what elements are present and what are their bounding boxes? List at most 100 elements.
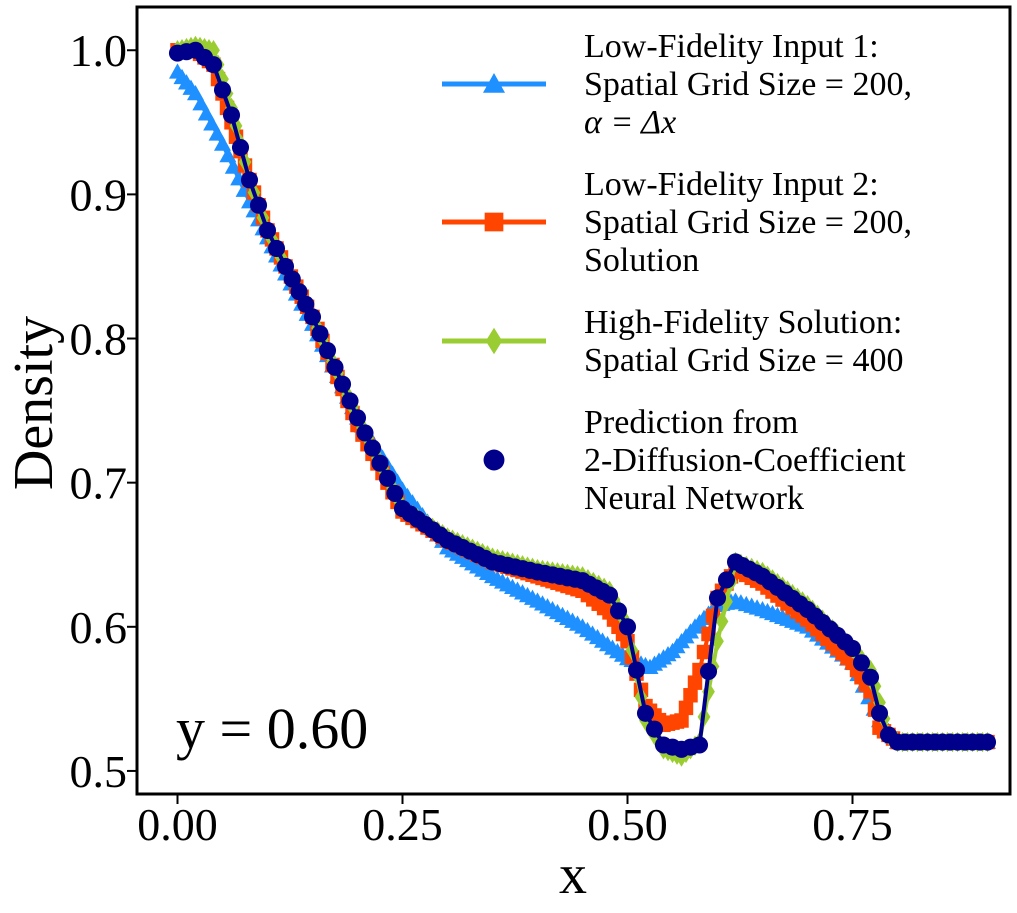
- data-point: [219, 146, 237, 163]
- data-point: [290, 283, 308, 301]
- legend-label: 2-Diffusion-Coefficient: [584, 442, 906, 479]
- x-tick-label: 0.75: [812, 799, 893, 850]
- data-point: [231, 138, 250, 157]
- data-point: [873, 692, 886, 713]
- legend-marker: [483, 73, 505, 93]
- data-point: [303, 308, 322, 326]
- data-point: [861, 668, 880, 686]
- legend-marker: [483, 449, 505, 471]
- data-point: [868, 676, 882, 697]
- data-point: [341, 392, 359, 410]
- data-point: [276, 257, 295, 276]
- y-tick-label: 0.6: [70, 602, 128, 653]
- legend-label: α = Δx: [584, 104, 676, 141]
- data-point: [717, 571, 736, 589]
- series-line: [177, 48, 988, 745]
- data-point: [224, 158, 242, 174]
- data-point: [240, 171, 259, 189]
- legend-entry: Prediction from2-Diffusion-CoefficientNe…: [483, 404, 906, 517]
- legend-entry: High-Fidelity Solution:Spatial Grid Size…: [442, 304, 903, 379]
- data-point: [690, 736, 709, 754]
- legend-marker: [484, 212, 504, 232]
- y-value-annotation: y = 0.60: [176, 696, 368, 761]
- data-point: [222, 106, 241, 124]
- data-point: [708, 589, 727, 607]
- data-point: [674, 713, 689, 728]
- legend-label: Spatial Grid Size = 200,: [584, 204, 912, 241]
- x-tick-label: 0.25: [362, 799, 443, 850]
- data-point: [207, 40, 220, 61]
- data-point: [203, 115, 221, 131]
- data-point: [609, 602, 628, 620]
- data-point: [297, 295, 315, 313]
- data-point: [978, 733, 997, 751]
- plot-frame: [135, 5, 1012, 796]
- legend: Low-Fidelity Input 1:Spatial Grid Size =…: [442, 28, 912, 517]
- y-axis-label: Density: [3, 316, 65, 490]
- data-point: [378, 469, 397, 487]
- data-point: [204, 56, 223, 74]
- data-point: [318, 341, 337, 360]
- data-point: [333, 375, 352, 393]
- legend-label: Low-Fidelity Input 2:: [584, 166, 879, 203]
- legend-label: High-Fidelity Solution:: [584, 304, 902, 341]
- data-point: [720, 591, 733, 612]
- data-point: [687, 675, 703, 690]
- legend-entry: Low-Fidelity Input 1:Spatial Grid Size =…: [442, 28, 912, 141]
- data-point: [715, 611, 729, 632]
- data-point: [249, 196, 268, 214]
- data-point: [852, 654, 871, 672]
- data-point: [683, 688, 698, 703]
- x-tick-label: 0.50: [587, 799, 668, 850]
- series-square: [170, 43, 995, 750]
- data-point: [386, 484, 404, 503]
- data-point: [371, 454, 389, 472]
- plot-marks: [168, 35, 997, 767]
- legend-label: Spatial Grid Size = 200,: [584, 66, 912, 103]
- legend-marker: [485, 327, 503, 355]
- series-line: [177, 43, 988, 759]
- data-point: [311, 325, 329, 343]
- legend-label: Prediction from: [584, 404, 798, 441]
- data-point: [197, 105, 215, 121]
- data-point: [363, 439, 382, 457]
- legend-label: Neural Network: [584, 480, 804, 517]
- data-point: [618, 618, 637, 636]
- data-point: [870, 704, 889, 722]
- data-point: [192, 95, 210, 111]
- y-tick-label: 1.0: [70, 25, 128, 76]
- x-tick-label: 0.00: [137, 799, 218, 850]
- data-point: [214, 135, 231, 151]
- series-line: [177, 48, 988, 752]
- data-point: [711, 631, 724, 652]
- y-tick-label: 0.8: [70, 314, 128, 365]
- y-tick-label: 0.9: [70, 169, 128, 220]
- data-point: [187, 84, 204, 101]
- y-axis-ticks: 0.5 0.6 0.7 0.8 0.9 1.0: [70, 25, 137, 797]
- data-point: [283, 270, 301, 288]
- data-point: [348, 409, 367, 427]
- x-axis-ticks: 0.00 0.25 0.50 0.75: [137, 794, 893, 850]
- data-point: [696, 644, 712, 660]
- data-point: [356, 424, 374, 442]
- legend-label: Solution: [584, 242, 699, 279]
- data-point: [213, 81, 232, 99]
- data-point: [600, 586, 619, 604]
- y-tick-label: 0.5: [70, 746, 128, 797]
- data-point: [208, 125, 226, 141]
- data-point: [216, 68, 229, 90]
- legend-label: Spatial Grid Size = 400: [584, 342, 903, 379]
- data-point: [326, 358, 344, 376]
- data-point: [636, 704, 655, 722]
- legend-label: Low-Fidelity Input 1:: [584, 28, 879, 65]
- legend-entry: Low-Fidelity Input 2:Spatial Grid Size =…: [442, 166, 912, 279]
- data-point: [678, 700, 694, 716]
- series-diamond: [171, 35, 994, 767]
- data-point: [699, 662, 718, 681]
- data-point: [267, 239, 286, 257]
- data-point: [645, 720, 664, 738]
- series-circle: [168, 41, 997, 758]
- y-tick-label: 0.7: [70, 458, 128, 509]
- data-point: [258, 221, 277, 239]
